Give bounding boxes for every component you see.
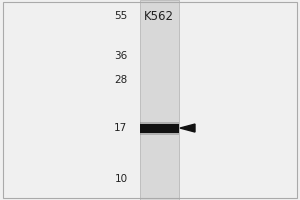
Bar xyxy=(140,0,178,200)
Bar xyxy=(140,124,178,133)
Polygon shape xyxy=(180,124,195,132)
Text: 17: 17 xyxy=(114,123,128,133)
Text: 28: 28 xyxy=(114,75,128,85)
Text: 36: 36 xyxy=(114,51,128,61)
Bar xyxy=(140,122,178,135)
Text: K562: K562 xyxy=(144,10,174,23)
Text: 55: 55 xyxy=(114,11,128,21)
Text: 10: 10 xyxy=(114,174,128,184)
